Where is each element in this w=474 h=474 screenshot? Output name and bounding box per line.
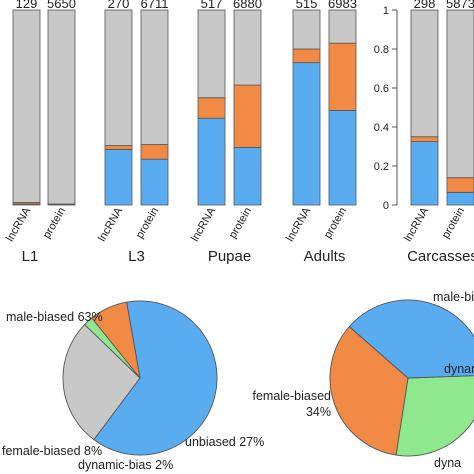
y-tick-label: 1	[383, 5, 389, 17]
bar-category-label: protein	[322, 206, 349, 241]
pie-slice-male	[348, 299, 474, 379]
bar-segment-unbiased	[410, 9, 439, 138]
bar-count-label: 515	[296, 0, 318, 11]
bar-segment-female	[197, 97, 226, 119]
pie1-label-male: male-biased 63%	[6, 310, 103, 324]
y-tick-label: 0	[383, 200, 389, 212]
bar-category-label: lncRNA	[4, 205, 33, 244]
bar-segment-unbiased	[233, 9, 262, 86]
bar-category-label: lncRNA	[284, 205, 313, 244]
y-tick-label: 0.4	[374, 122, 389, 134]
bar-count-label: 298	[414, 0, 436, 11]
bar-segment-unbiased	[104, 9, 133, 146]
stage-label: Carcasses	[407, 248, 474, 265]
bar-segment-female	[410, 136, 439, 143]
pie-slice-female	[329, 325, 409, 456]
pie-slice-male	[93, 300, 218, 456]
y-tick-label: 0.2	[374, 161, 389, 173]
stage-label: L1	[22, 248, 39, 265]
bar-category-label: protein	[134, 206, 161, 241]
pie2-label-dynamic-top: dynami	[444, 362, 474, 376]
bar-segment-female	[446, 177, 474, 193]
pie2-label-dynamic-bottom: dyna	[434, 456, 461, 470]
bar-category-label: lncRNA	[96, 205, 125, 244]
bar-segment-unbiased	[140, 9, 169, 145]
stacked-bar-chart: 129lncRNA5650proteinL1270lncRNA6711prote…	[4, 0, 474, 265]
bar-segment-unbiased	[328, 9, 357, 44]
bar-segment-unbiased	[12, 9, 41, 203]
bar-category-label: lncRNA	[189, 205, 218, 244]
bar-segment-unbiased	[292, 9, 321, 50]
bar-segment-male	[446, 191, 474, 206]
bar-segment-female	[140, 144, 169, 160]
stage-label: Pupae	[208, 248, 251, 265]
y-tick-label: 0.6	[374, 83, 389, 95]
pie2-label-female-2: 34%	[306, 405, 331, 419]
bar-count-label: 5873	[446, 0, 474, 11]
bar-count-label: 270	[108, 0, 130, 11]
bar-category-label: protein	[440, 206, 467, 241]
pie-chart-protein: male-bias female-biased 34% dynami dyna	[252, 290, 474, 470]
bar-segment-male	[292, 62, 321, 206]
bar-count-label: 5650	[47, 0, 76, 11]
bar-segment-unbiased	[446, 9, 474, 179]
stage-label: L3	[128, 248, 145, 265]
bar-segment-female	[233, 84, 262, 148]
pie-slice-female	[91, 301, 141, 379]
bar-category-label: protein	[227, 206, 254, 241]
pie2-label-male: male-bias	[433, 290, 474, 304]
bar-segment-female	[328, 42, 357, 111]
stage-label: Adults	[304, 248, 346, 265]
bar-count-label: 6711	[141, 0, 169, 11]
y-tick-label: 0.8	[374, 44, 389, 56]
pie-chart-lncrna: male-biased 63% female-biased 8%dynamic-b…	[2, 300, 264, 472]
bar-segment-male	[410, 141, 439, 206]
bar-segment-male	[328, 110, 357, 206]
bar-segment-male	[233, 147, 262, 206]
pie1-label-female: female-biased 8%	[2, 444, 102, 458]
pie2-label-female-1: female-biased	[252, 389, 331, 403]
bar-segment-unbiased	[197, 9, 226, 99]
bar-segment-male	[197, 117, 226, 206]
pie-slice-unbiased	[62, 323, 141, 441]
pie1-label-unbiased: unbiased 27%	[185, 435, 264, 449]
bar-segment-female	[104, 145, 133, 150]
bar-count-label: 6880	[233, 0, 262, 11]
bar-count-label: 6983	[328, 0, 357, 11]
bar-segment-female	[292, 48, 321, 64]
bar-category-label: protein	[41, 206, 68, 241]
bar-count-label: 129	[16, 0, 38, 11]
bar-category-label: lncRNA	[402, 205, 431, 244]
bar-segment-male	[104, 149, 133, 206]
bar-segment-male	[140, 158, 169, 206]
bar-count-label: 517	[201, 0, 223, 11]
pie-slice-dynamic	[395, 375, 474, 457]
bar-segment-unbiased	[47, 9, 76, 205]
pie1-label-dynamic: dynamic-bias 2%	[78, 458, 173, 472]
